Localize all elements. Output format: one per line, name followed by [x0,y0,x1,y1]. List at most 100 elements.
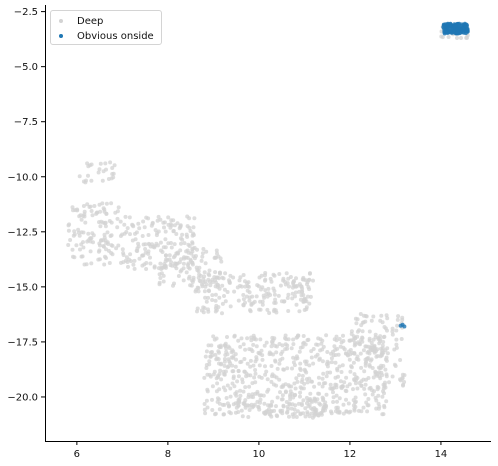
point-deep [66,228,71,233]
point-deep [217,295,222,300]
point-deep [231,369,236,374]
point-deep [390,374,395,379]
point-deep [368,385,373,390]
point-deep [96,257,101,262]
point-deep [280,393,285,398]
point-deep [385,351,390,356]
point-deep [318,337,323,342]
point-deep [309,355,314,360]
point-deep [258,393,262,398]
point-deep [365,409,370,414]
point-deep [393,364,398,368]
point-deep [194,265,199,270]
point-deep [349,365,354,370]
point-deep [321,371,326,376]
point-deep [349,338,354,343]
point-deep [325,350,330,354]
point-deep [337,396,342,401]
point-deep [265,307,270,312]
point-deep [92,204,97,208]
point-deep [175,261,180,266]
point-deep [268,293,273,297]
point-deep [179,268,184,273]
point-deep [394,342,399,347]
point-deep [213,292,218,297]
point-deep [294,302,299,307]
point-deep [236,338,241,343]
point-deep [293,403,298,408]
point-deep [320,384,325,389]
point-deep [258,337,263,342]
point-deep [225,383,230,388]
point-deep [300,377,305,382]
point-deep [254,294,259,299]
point-deep [256,404,261,409]
point-deep [332,344,337,349]
point-deep [361,320,366,325]
point-deep [380,348,385,353]
point-deep [288,397,293,402]
point-deep [215,251,219,256]
point-deep [103,220,108,225]
point-deep [355,354,360,359]
point-deep [312,406,317,410]
legend: Deep Obvious onside [50,10,162,45]
point-deep [301,277,306,282]
point-deep [249,301,254,306]
point-deep [200,284,205,289]
point-deep [233,391,238,396]
point-deep [298,411,303,416]
point-deep [222,287,227,292]
point-deep [224,396,229,400]
point-deep [321,344,326,349]
point-deep [247,384,252,389]
point-deep [282,367,286,372]
point-deep [264,340,269,345]
point-deep [79,242,84,247]
point-deep [89,236,94,241]
point-deep [305,380,310,385]
point-deep [241,389,246,394]
point-deep [67,222,72,227]
point-deep [263,288,268,293]
point-deep [225,335,229,339]
point-deep [238,393,243,398]
point-deep [209,343,214,348]
point-deep [231,374,236,379]
point-deep [217,401,222,406]
point-deep [459,36,463,40]
point-deep [227,410,232,415]
point-deep [193,289,198,294]
point-deep [383,357,388,362]
point-deep [298,368,303,372]
point-deep [267,311,272,315]
point-deep [189,283,194,288]
point-deep [140,263,145,268]
point-deep [223,271,228,276]
point-deep [382,334,387,339]
point-deep [338,379,343,384]
point-deep [78,247,82,252]
point-deep [232,334,237,339]
point-deep [89,209,94,213]
point-deep [318,402,323,407]
point-deep [376,406,381,411]
point-deep [187,244,192,248]
point-deep [372,389,376,394]
point-deep [195,285,200,290]
point-deep [252,375,257,380]
point-deep [307,414,312,419]
point-deep [156,229,161,234]
point-deep [285,346,290,351]
point-obvious-onside [443,30,448,35]
point-obvious-onside [462,22,467,27]
point-deep [218,343,223,348]
point-deep [307,376,312,381]
point-deep [179,241,183,246]
point-deep [298,390,303,395]
point-deep [293,392,298,397]
point-deep [321,396,326,401]
point-deep [381,340,386,344]
point-deep [392,347,397,352]
